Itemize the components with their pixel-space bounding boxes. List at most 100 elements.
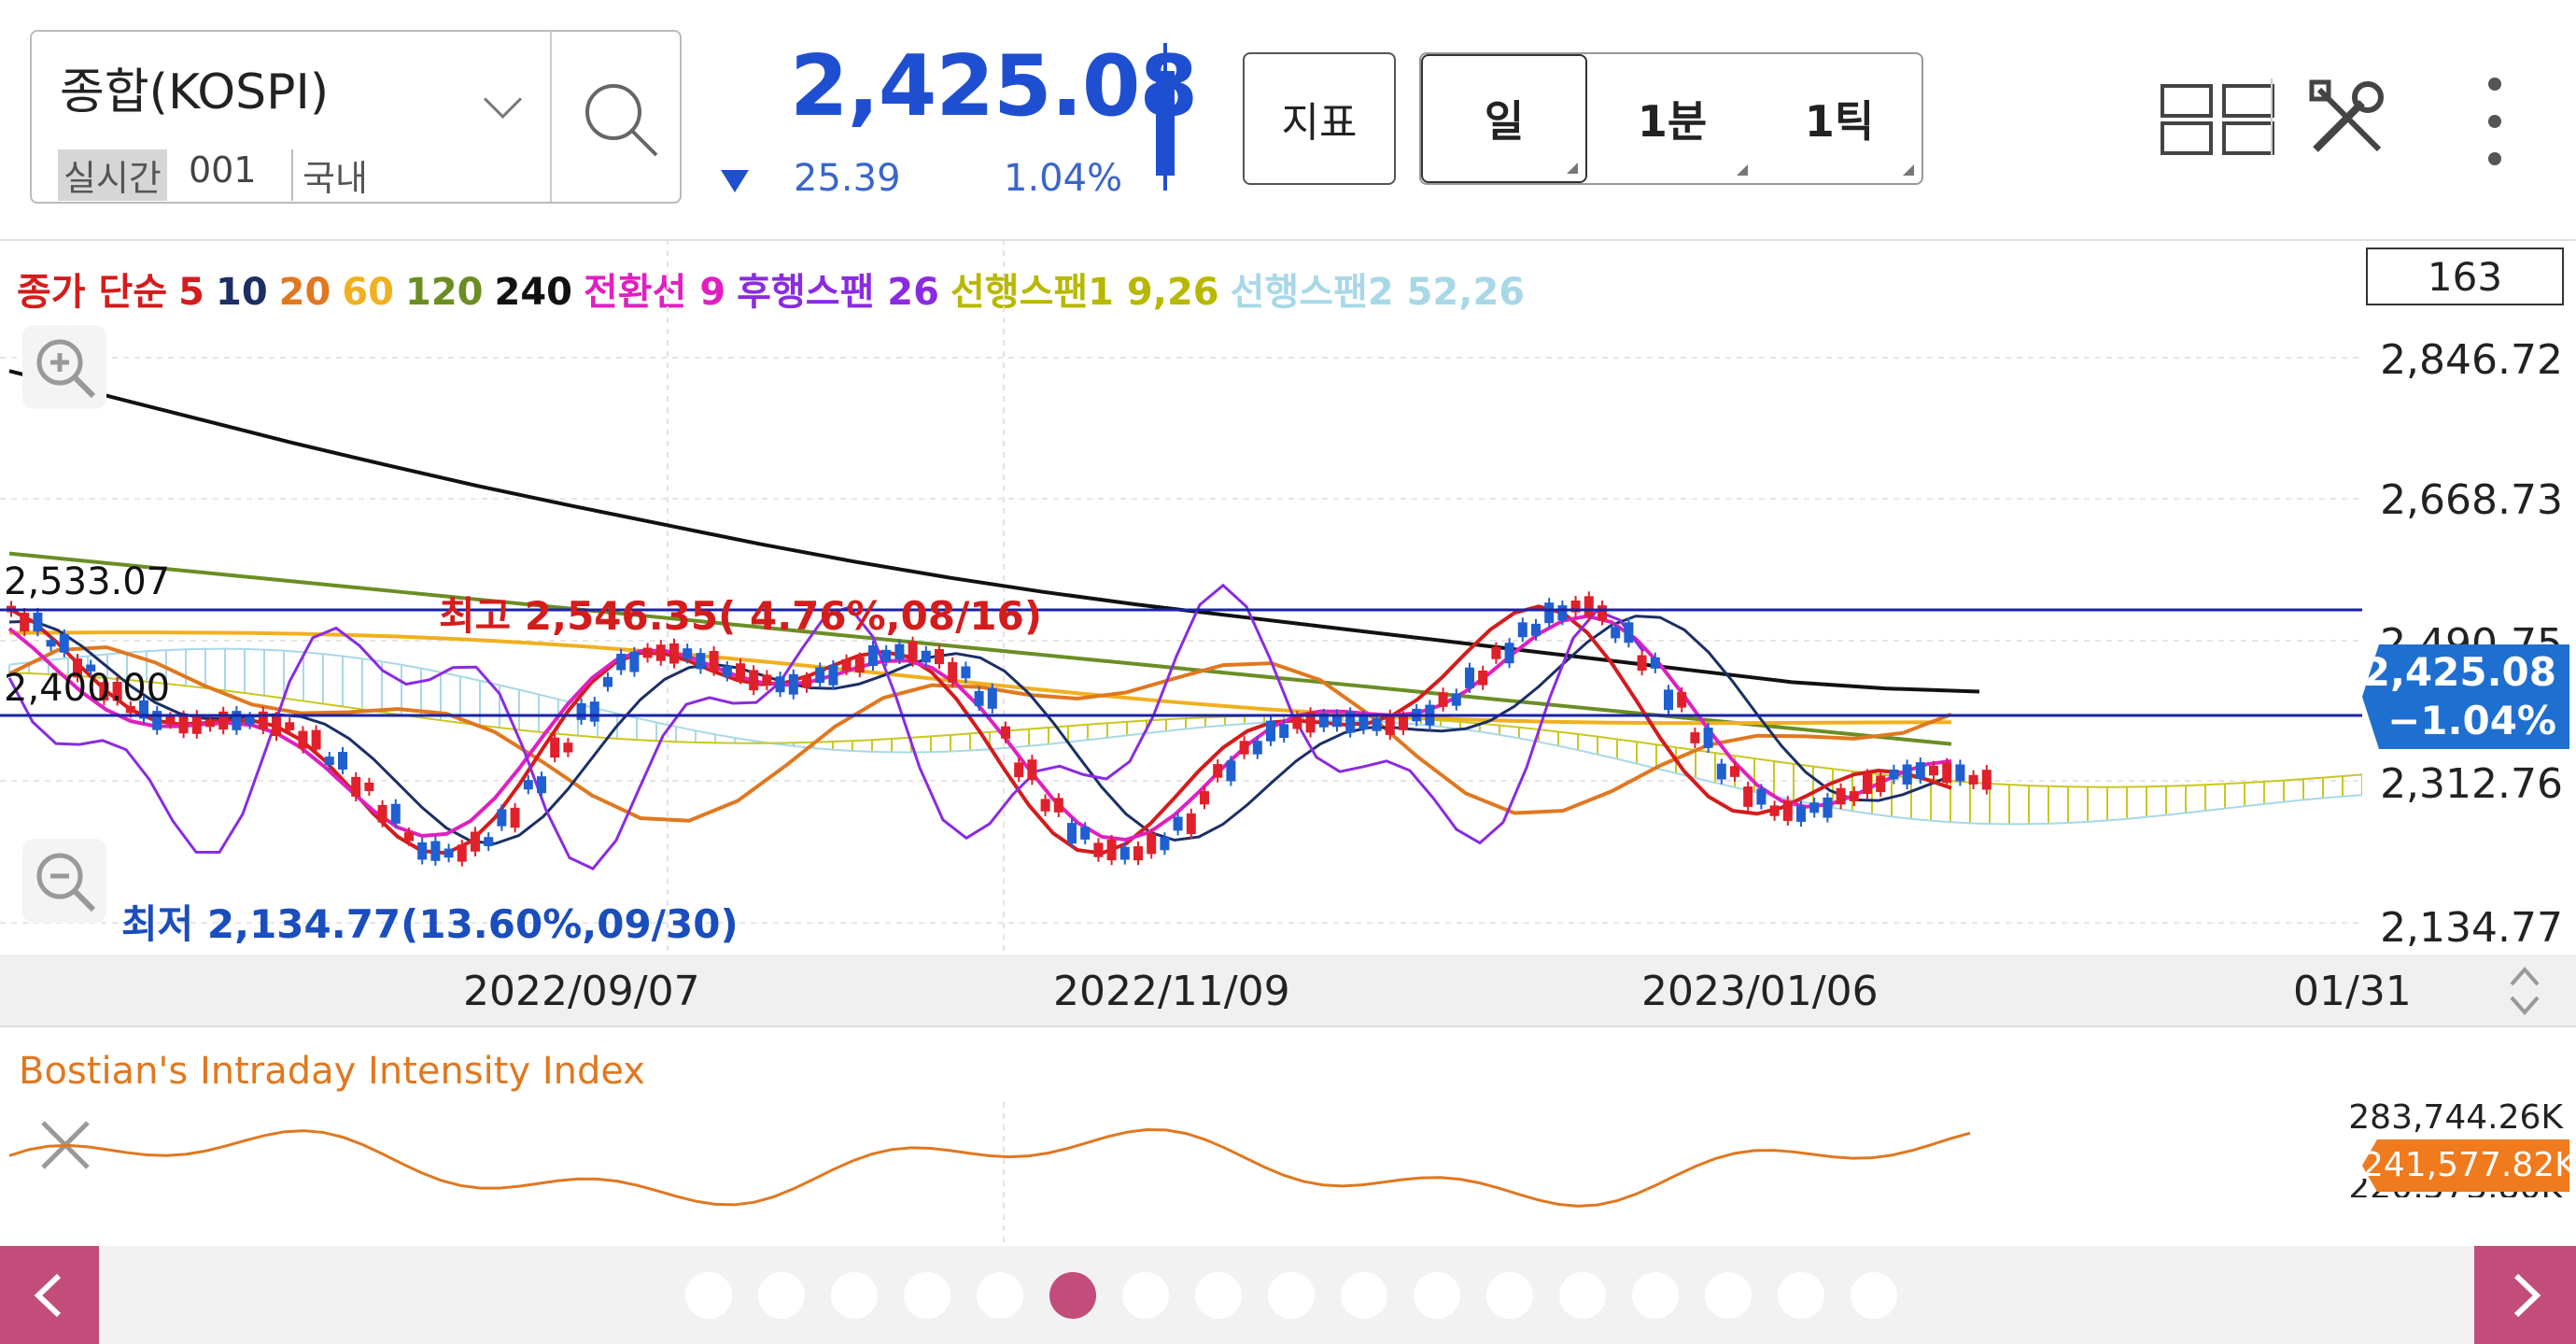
candle-body: [1252, 741, 1262, 755]
period-selector: 일 1분 1틱: [1419, 52, 1923, 185]
candle-body: [1849, 791, 1859, 801]
candle-body: [1743, 786, 1753, 807]
bii-chart[interactable]: [0, 1102, 2362, 1242]
candle-body: [629, 651, 640, 672]
x-tick-label: 2022/09/07: [463, 968, 700, 1015]
more-icon[interactable]: [2484, 75, 2506, 168]
x-tick-label: 01/31: [2293, 968, 2412, 1015]
legend-item: 선행스팬2 52,26: [1230, 271, 1526, 314]
legend-item: 후행스팬 26: [737, 271, 939, 314]
candle-body: [603, 676, 612, 687]
candle-body: [1465, 667, 1474, 688]
candle-body: [1981, 770, 1992, 790]
candle-body: [1955, 764, 1965, 782]
page-dot[interactable]: [685, 1272, 732, 1319]
period-1min-button[interactable]: 1분: [1589, 54, 1755, 183]
subchart-divider: [0, 1026, 2576, 1027]
candle-body: [1650, 657, 1660, 669]
page-dot[interactable]: [1778, 1272, 1824, 1319]
candle-body: [1703, 728, 1713, 748]
prev-page-button[interactable]: [0, 1246, 99, 1344]
price-rate: 1.04%: [1004, 157, 1123, 200]
date-axis[interactable]: [0, 955, 2576, 1026]
candle-body: [404, 832, 414, 842]
subchart-title: Bostian's Intraday Intensity Index: [19, 1050, 645, 1093]
price-chart[interactable]: [0, 239, 2362, 955]
candle-body: [1186, 813, 1196, 834]
candle-body: [1438, 692, 1448, 707]
page-dot[interactable]: [1268, 1272, 1315, 1319]
candle-body: [563, 743, 573, 753]
low-annotation: 최저 2,134.77(13.60%,09/30): [121, 901, 739, 947]
page-dot[interactable]: [1122, 1272, 1169, 1319]
candle-body: [1690, 732, 1700, 743]
grid-icon[interactable]: [2157, 84, 2278, 155]
candle-body: [921, 650, 931, 663]
candle-body: [1093, 842, 1104, 857]
chevron-down-icon[interactable]: [483, 79, 523, 120]
candle-body: [112, 682, 122, 701]
candlesticks: [7, 591, 1992, 867]
candle-body: [484, 837, 494, 847]
page-dot[interactable]: [1632, 1272, 1679, 1319]
candle-body: [99, 682, 109, 701]
market-label: 국내: [291, 149, 368, 201]
zoom-out-icon[interactable]: [22, 839, 106, 923]
indicator-button[interactable]: 지표: [1243, 52, 1396, 185]
candle-body: [841, 658, 852, 671]
page-dot[interactable]: [1414, 1272, 1460, 1319]
candle-body: [73, 658, 82, 678]
candle-body: [537, 776, 546, 794]
candle-body: [642, 647, 653, 658]
page-dot[interactable]: [1049, 1272, 1096, 1319]
search-icon[interactable]: [578, 77, 662, 161]
upper-line-label: 2,533.07: [4, 560, 171, 603]
candle-body: [338, 752, 347, 770]
ma-10-line: [8, 615, 1952, 845]
page-dot[interactable]: [1486, 1272, 1533, 1319]
candle-body: [1531, 623, 1541, 636]
divider: [2271, 78, 2273, 155]
tools-icon[interactable]: [2306, 77, 2388, 159]
page-dot[interactable]: [1341, 1272, 1387, 1319]
visible-count[interactable]: 163: [2366, 248, 2564, 305]
candle-body: [1119, 846, 1130, 860]
candle-body: [1358, 715, 1369, 730]
page-dot[interactable]: [1195, 1272, 1242, 1319]
candle-body: [1372, 718, 1382, 731]
y-tick-label: 2,312.76: [2380, 760, 2563, 808]
page-dot[interactable]: [977, 1272, 1023, 1319]
candle-body: [1796, 805, 1806, 822]
indicator-legend[interactable]: 종가 단순 5 10 20 60 120 240 전환선 9 후행스팬 26 선행스팬1 9,26…: [17, 262, 1536, 316]
candle-body: [1279, 724, 1289, 739]
candle-body: [854, 657, 865, 673]
candle-body: [908, 641, 918, 662]
page-dot[interactable]: [831, 1272, 878, 1319]
candle-body: [815, 667, 825, 684]
candle-body: [471, 831, 480, 852]
candle-body: [894, 644, 905, 659]
symbol-selector[interactable]: 종합(KOSPI) 실시간 001 국내: [30, 30, 682, 204]
next-page-button[interactable]: [2474, 1246, 2576, 1344]
candle-body: [457, 844, 467, 862]
candle-body: [1106, 840, 1117, 861]
y-tick-label: 2,846.72: [2380, 336, 2563, 384]
zoom-in-icon[interactable]: [22, 325, 106, 409]
page-dot[interactable]: [758, 1272, 805, 1319]
current-price-tag: 2,425.08 −1.04%: [2362, 644, 2569, 749]
subchart-current-tag: 241,577.82K: [2362, 1139, 2569, 1192]
page-dot[interactable]: [904, 1272, 950, 1319]
x-tick-label: 2022/11/09: [1053, 968, 1290, 1015]
period-day-button[interactable]: 일: [1421, 54, 1587, 183]
page-dot[interactable]: [1559, 1272, 1606, 1319]
page-dot[interactable]: [1851, 1272, 1897, 1319]
candle-body: [669, 643, 679, 664]
page-dot[interactable]: [1705, 1272, 1752, 1319]
ma-20-line: [8, 644, 1952, 823]
legend-item: 20: [278, 271, 331, 314]
period-1tick-button[interactable]: 1틱: [1757, 54, 1921, 183]
candle-body: [1504, 643, 1514, 664]
scroll-arrows-icon[interactable]: [2506, 962, 2543, 1020]
candle-body: [59, 633, 69, 653]
subchart-ymax: 283,744.26K: [2348, 1098, 2563, 1137]
